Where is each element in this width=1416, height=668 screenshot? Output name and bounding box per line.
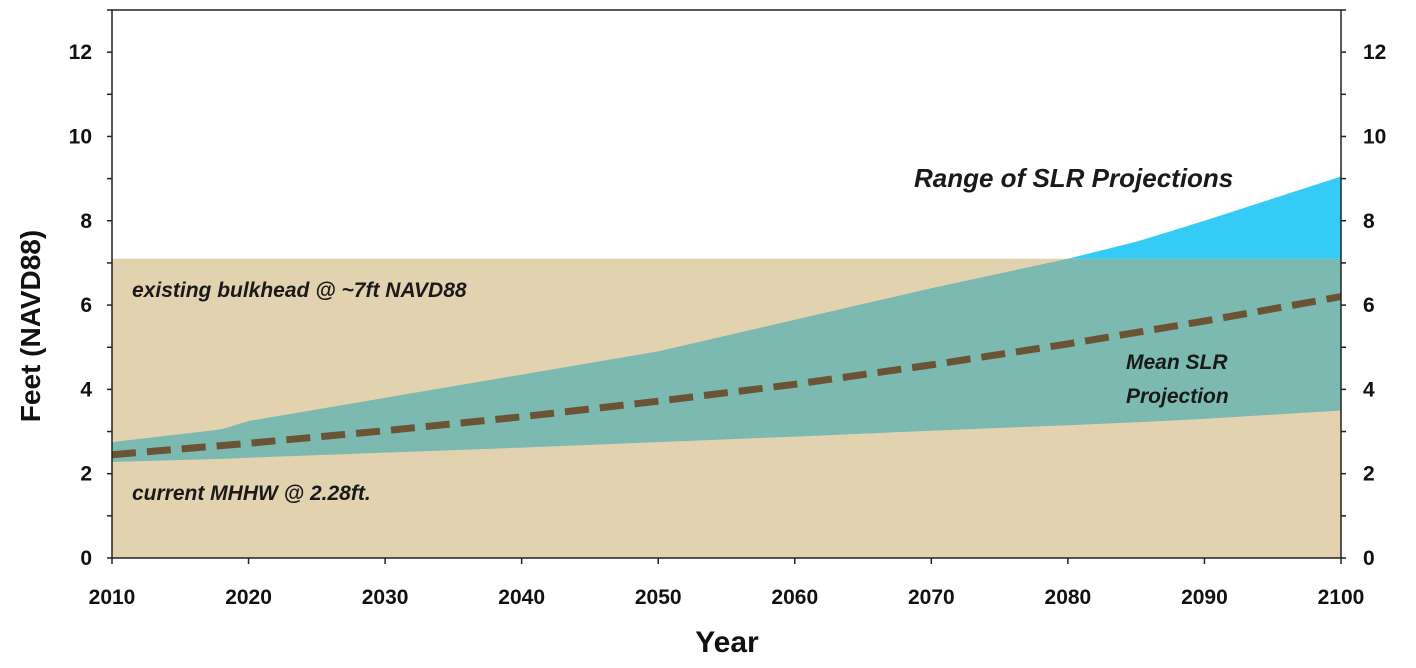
x-tick-label: 2020: [225, 586, 272, 609]
x-tick-label: 2090: [1181, 586, 1228, 609]
y-left-tick-label: 10: [69, 125, 92, 148]
y-right-tick-label: 6: [1363, 294, 1375, 317]
x-tick-label: 2050: [635, 586, 682, 609]
plot-frame: [111, 9, 1342, 559]
y-left-tick-label: 12: [69, 41, 92, 64]
y-left-tick-label: 2: [80, 463, 92, 486]
x-tick-label: 2100: [1318, 586, 1365, 609]
x-tick-label: 2080: [1045, 586, 1092, 609]
x-tick-label: 2060: [771, 586, 818, 609]
y-right-tick-label: 12: [1363, 41, 1386, 64]
x-tick-label: 2040: [498, 586, 545, 609]
annotation-mhhw: current MHHW @ 2.28ft.: [132, 482, 371, 505]
y-left-tick-label: 8: [80, 210, 92, 233]
y-left-tick-label: 6: [80, 294, 92, 317]
range-area-below-bulkhead: [112, 258, 1341, 462]
y-right-tick-label: 0: [1363, 547, 1375, 570]
y-right-tick-label: 8: [1363, 210, 1375, 233]
x-tick-label: 2030: [362, 586, 409, 609]
y-right-tick-label: 4: [1363, 378, 1375, 401]
x-tick-label: 2070: [908, 586, 955, 609]
annotation-bulkhead: existing bulkhead @ ~7ft NAVD88: [132, 279, 467, 302]
annotation-range: Range of SLR Projections: [914, 163, 1233, 193]
y-left-tick-label: 0: [80, 547, 92, 570]
mean-line: [111, 293, 1342, 459]
chart-text: Year Feet (NAVD88) Range of SLR Projecti…: [15, 163, 1233, 659]
x-tick-label: 2010: [89, 586, 136, 609]
y-left-tick-label: 4: [80, 378, 92, 401]
axes: 0 0 2 2 4 4 6 6 8 8 10 10 12 12 2010 2020 2030 2040 2050 20…: [69, 9, 1386, 609]
y-right-tick-label: 10: [1363, 125, 1386, 148]
y-axis-title: Feet (NAVD88): [15, 230, 46, 422]
y-right-tick-label: 2: [1363, 463, 1375, 486]
range-area-above-bulkhead: [1067, 176, 1341, 259]
x-axis-title: Year: [695, 626, 759, 659]
plot-area: [111, 176, 1342, 558]
annotation-mean-line2: Projection: [1126, 385, 1229, 408]
annotation-mean-line1: Mean SLR: [1126, 351, 1228, 374]
